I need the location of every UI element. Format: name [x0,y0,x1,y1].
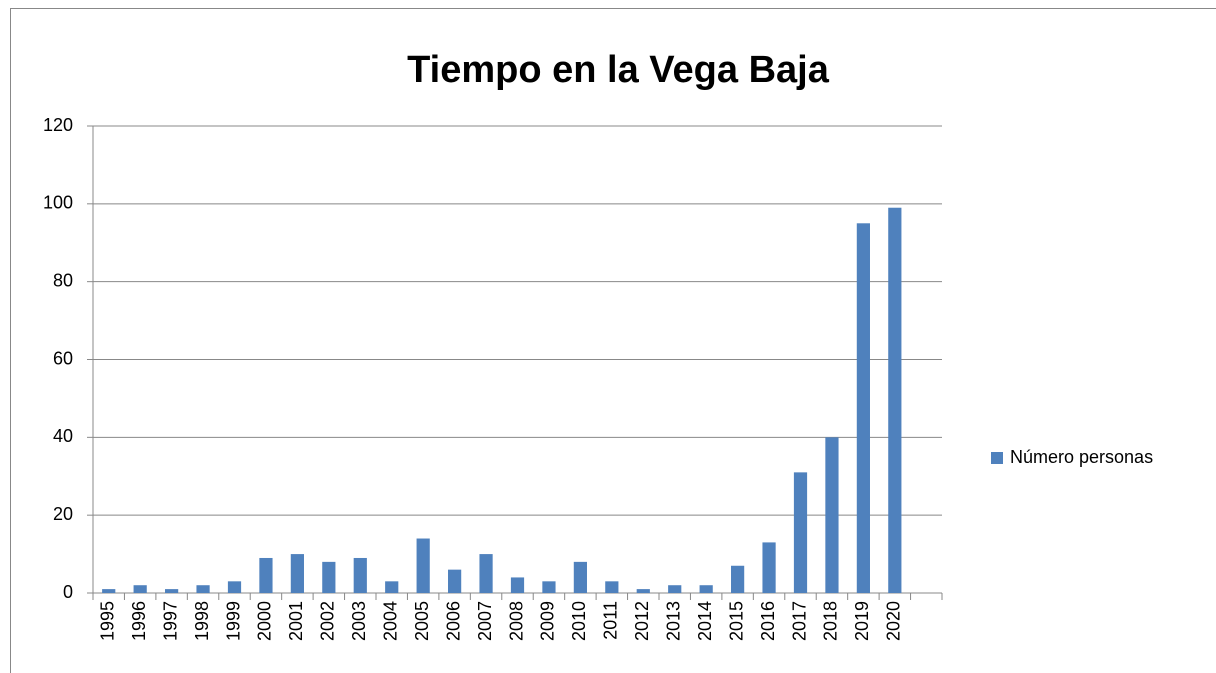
bar [448,569,462,593]
bar [196,585,210,593]
y-tick-label: 60 [53,348,73,368]
bar [573,561,587,593]
legend-swatch [991,452,1003,464]
y-tick-label: 40 [53,426,73,446]
bar [385,581,399,593]
y-tick-label: 120 [43,115,73,135]
bar [227,581,242,593]
bar [353,557,367,593]
bar [322,561,336,593]
x-tick-label: 1999 [223,601,243,641]
x-tick-label: 2003 [349,601,369,641]
y-tick-label: 20 [53,504,73,524]
bar [479,554,493,593]
x-tick-label: 2004 [380,601,400,641]
chart-title: Tiempo en la Vega Baja [407,49,830,91]
bar [668,585,682,593]
bar [416,538,430,593]
bar [259,557,273,593]
x-tick-label: 2010 [569,601,589,641]
x-tick-label: 2002 [318,601,338,641]
x-tick-label: 2000 [255,601,275,641]
legend-label: Número personas [1010,447,1153,467]
bar [542,581,556,593]
x-tick-label: 2014 [695,601,715,641]
bar [605,581,619,593]
bar [793,472,808,593]
y-tick-label: 80 [53,270,73,290]
y-tick-label: 0 [63,582,73,602]
x-tick-label: 2011 [601,601,621,640]
x-tick-label: 2006 [443,601,463,641]
bar [102,589,116,593]
bar [825,437,839,593]
bar [888,207,902,593]
x-tick-label: 1998 [192,601,212,641]
x-tick-label: 2018 [821,601,841,641]
x-tick-label: 2009 [538,601,558,641]
bar [133,585,147,593]
bar [731,565,745,593]
x-tick-label: 2007 [475,601,495,641]
x-tick-label: 1996 [129,601,149,641]
x-tick-label: 2005 [412,601,432,641]
chart-frame [10,8,1216,673]
bar [762,542,776,593]
x-tick-label: 2013 [663,601,683,641]
bar [510,577,525,593]
bar [856,223,870,593]
y-tick-label: 100 [43,193,73,213]
x-tick-label: 2017 [789,601,809,641]
x-tick-label: 1997 [160,601,180,641]
bar [165,589,179,593]
x-tick-label: 2019 [852,601,872,641]
x-tick-label: 2020 [884,601,904,641]
x-tick-label: 2012 [632,601,652,641]
bar [699,585,713,593]
x-tick-label: 1995 [97,601,117,641]
bar [290,554,304,593]
x-tick-label: 2016 [758,601,778,641]
bar [636,589,650,593]
x-tick-label: 2008 [506,601,526,641]
x-tick-label: 2015 [726,601,746,641]
x-tick-label: 2001 [286,601,306,641]
